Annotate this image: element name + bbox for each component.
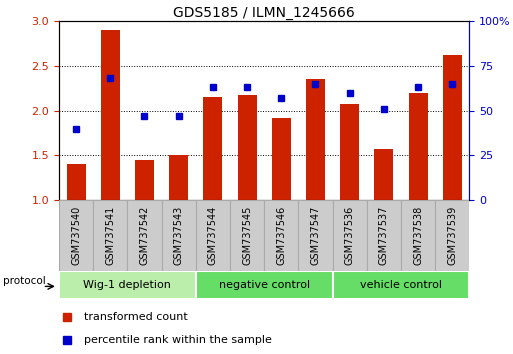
Text: GSM737539: GSM737539 — [447, 206, 457, 265]
Bar — [230, 200, 264, 271]
Bar — [67, 164, 86, 200]
Title: GDS5185 / ILMN_1245666: GDS5185 / ILMN_1245666 — [173, 6, 355, 20]
Text: GSM737540: GSM737540 — [71, 206, 81, 265]
Bar — [101, 30, 120, 200]
Bar — [196, 271, 332, 299]
Bar — [264, 200, 299, 271]
Bar — [135, 160, 154, 200]
Bar — [93, 200, 127, 271]
Text: percentile rank within the sample: percentile rank within the sample — [84, 335, 271, 346]
Text: GSM737547: GSM737547 — [310, 206, 321, 265]
Text: GSM737536: GSM737536 — [345, 206, 354, 265]
Bar — [196, 200, 230, 271]
Bar — [443, 55, 462, 200]
Bar — [306, 79, 325, 200]
Text: GSM737538: GSM737538 — [413, 206, 423, 265]
Bar — [299, 200, 332, 271]
Text: transformed count: transformed count — [84, 312, 187, 322]
Bar — [162, 200, 196, 271]
Bar — [127, 200, 162, 271]
Text: vehicle control: vehicle control — [360, 280, 442, 290]
Bar — [204, 97, 222, 200]
Bar — [367, 200, 401, 271]
Bar — [401, 200, 435, 271]
Text: GSM737544: GSM737544 — [208, 206, 218, 265]
Bar — [59, 271, 196, 299]
Bar — [59, 200, 93, 271]
Bar — [374, 149, 393, 200]
Bar — [340, 104, 359, 200]
Text: protocol: protocol — [3, 276, 46, 286]
Bar — [332, 271, 469, 299]
Text: GSM737543: GSM737543 — [174, 206, 184, 265]
Text: Wig-1 depletion: Wig-1 depletion — [84, 280, 171, 290]
Bar — [409, 93, 427, 200]
Text: negative control: negative control — [219, 280, 310, 290]
Text: GSM737542: GSM737542 — [140, 206, 149, 265]
Text: GSM737537: GSM737537 — [379, 206, 389, 265]
Bar — [435, 200, 469, 271]
Bar — [169, 155, 188, 200]
Bar — [238, 95, 256, 200]
Text: GSM737541: GSM737541 — [105, 206, 115, 265]
Bar — [272, 118, 291, 200]
Text: GSM737545: GSM737545 — [242, 206, 252, 265]
Bar — [332, 200, 367, 271]
Text: GSM737546: GSM737546 — [277, 206, 286, 265]
